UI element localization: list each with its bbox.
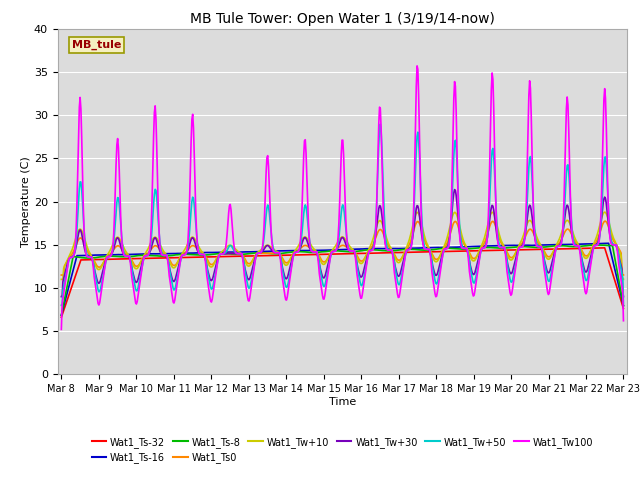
- Y-axis label: Temperature (C): Temperature (C): [21, 156, 31, 247]
- Legend: Wat1_Ts-32, Wat1_Ts-16, Wat1_Ts-8, Wat1_Ts0, Wat1_Tw+10, Wat1_Tw+30, Wat1_Tw+50,: Wat1_Ts-32, Wat1_Ts-16, Wat1_Ts-8, Wat1_…: [88, 433, 597, 468]
- X-axis label: Time: Time: [329, 397, 356, 407]
- Text: MB_tule: MB_tule: [72, 40, 121, 50]
- Title: MB Tule Tower: Open Water 1 (3/19/14-now): MB Tule Tower: Open Water 1 (3/19/14-now…: [190, 12, 495, 26]
